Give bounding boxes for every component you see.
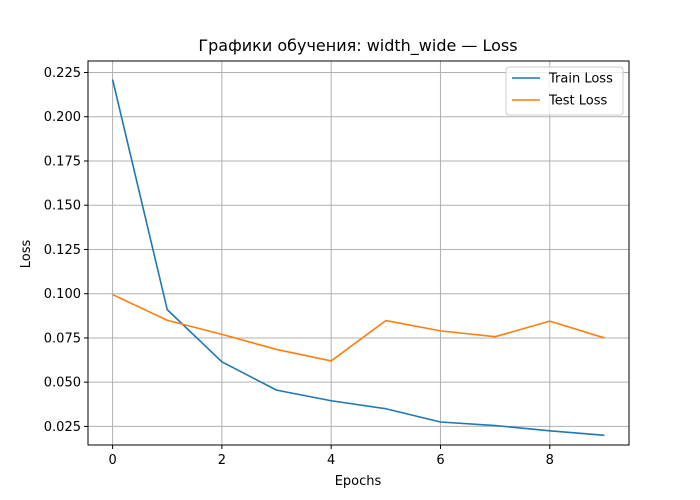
legend-label-test-loss: Test Loss	[548, 94, 607, 109]
chart-title: Графики обучения: width_wide — Loss	[198, 36, 517, 56]
legend-label-train-loss: Train Loss	[548, 72, 613, 87]
x-tick-label: 0	[108, 453, 116, 468]
x-tick-label: 6	[436, 453, 444, 468]
legend-box	[505, 66, 624, 116]
y-tick-label: 0.125	[44, 243, 81, 258]
y-tick-label: 0.075	[44, 331, 81, 346]
y-tick-label: 0.200	[44, 110, 81, 125]
plot-area-frame	[87, 60, 630, 446]
x-tick-label: 2	[218, 453, 226, 468]
x-axis-label: Epochs	[335, 474, 382, 489]
y-tick-label: 0.100	[44, 287, 81, 302]
y-tick-label: 0.025	[44, 420, 81, 435]
ticks: 0 2 4 6 8 0.025 0.050 0.075 0.100 0.125 0.150 0.175…	[44, 66, 554, 468]
train-loss-line	[111, 79, 605, 437]
y-tick-label: 0.050	[44, 376, 81, 391]
grid	[88, 61, 629, 445]
legend: Train Loss Test Loss	[505, 66, 624, 116]
test-loss-line	[112, 293, 605, 362]
y-tick-label: 0.225	[44, 66, 81, 81]
y-tick-label: 0.150	[44, 199, 81, 214]
y-tick-label: 0.175	[44, 154, 81, 169]
x-tick-label: 4	[327, 453, 335, 468]
y-axis-label: Loss	[19, 240, 34, 269]
series-layer	[111, 79, 605, 437]
x-tick-label: 8	[546, 453, 554, 468]
